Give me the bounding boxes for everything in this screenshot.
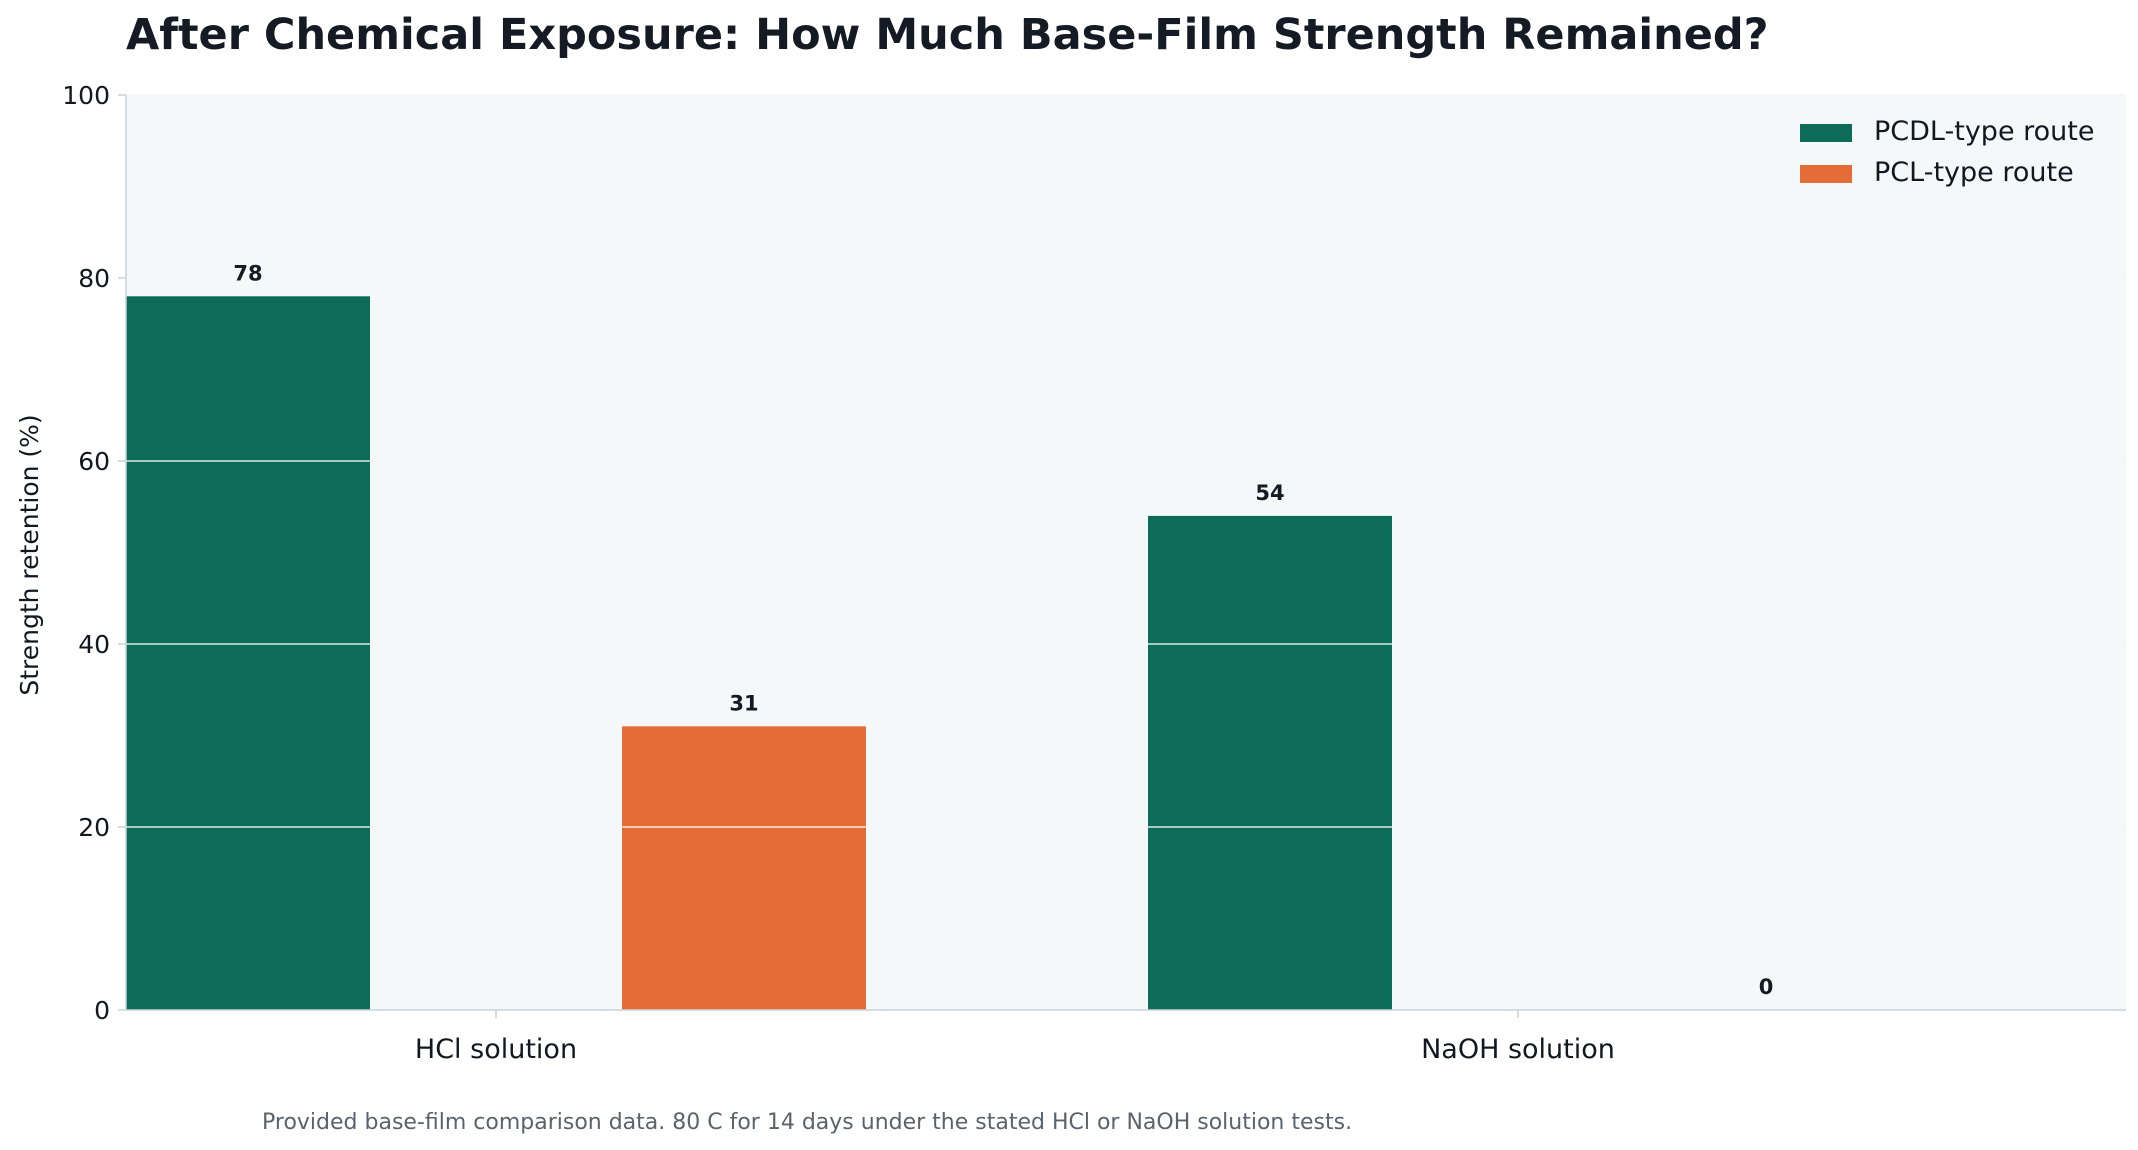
legend-swatch: [1800, 165, 1852, 183]
y-tick-label: 60: [78, 447, 110, 476]
legend-label: PCL-type route: [1874, 157, 2074, 188]
bar-value-label: 0: [1759, 975, 1774, 999]
legend-swatch: [1800, 124, 1852, 142]
y-tick-label: 100: [62, 81, 110, 110]
axes: 0 20 40 60 80 100 HCl solution NaOH solution: [62, 81, 2126, 1065]
bar: [1148, 515, 1392, 1010]
y-tick-label: 80: [78, 264, 110, 293]
gridlines-over-bars: [126, 94, 2126, 828]
x-tick-label: NaOH solution: [1421, 1034, 1615, 1065]
bar-value-label: 78: [233, 261, 262, 285]
bar: [126, 296, 370, 1010]
chart-title: After Chemical Exposure: How Much Base-F…: [126, 10, 1769, 60]
bar-value-label: 54: [1255, 481, 1284, 505]
bar-value-label: 31: [729, 691, 758, 715]
footnote: Provided base-film comparison data. 80 C…: [262, 1110, 1353, 1135]
x-tick-label: HCl solution: [415, 1034, 577, 1065]
y-tick-label: 0: [94, 996, 110, 1025]
bars: [126, 296, 1392, 1010]
bar: [622, 726, 866, 1010]
plot-background: [126, 95, 2126, 1010]
legend-label: PCDL-type route: [1874, 116, 2094, 147]
y-tick-label: 20: [78, 813, 110, 842]
y-axis-label: Strength retention (%): [15, 414, 44, 695]
value-labels: 78 31 54 0: [233, 261, 1773, 999]
y-tick-label: 40: [78, 630, 110, 659]
legend: PCDL-type route PCL-type route: [1800, 116, 2094, 188]
